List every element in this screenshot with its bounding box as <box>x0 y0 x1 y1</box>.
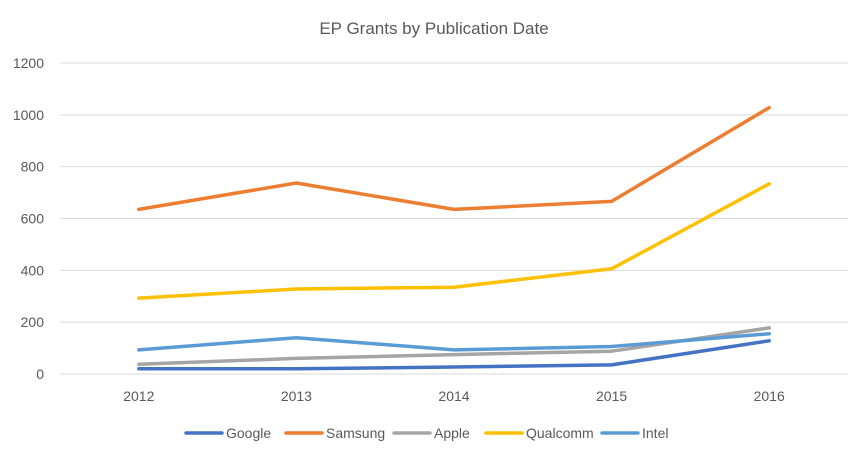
series-line-intel <box>137 332 771 352</box>
x-tick-label: 2012 <box>123 388 154 404</box>
x-axis-tick-labels: 2012 2013 2014 2015 2016 <box>123 388 785 404</box>
series-lines <box>137 105 771 371</box>
legend: Google Samsung Apple Qualcomm Intel <box>184 425 668 441</box>
legend-item-apple: Apple <box>392 425 470 441</box>
x-tick-label: 2016 <box>754 388 785 404</box>
y-tick-label: 400 <box>21 262 45 278</box>
y-tick-label: 0 <box>36 366 44 382</box>
series-line-samsung <box>137 105 771 212</box>
legend-item-qualcomm: Qualcomm <box>484 425 594 441</box>
gridlines <box>60 62 848 375</box>
legend-label: Qualcomm <box>526 425 594 441</box>
legend-label: Apple <box>434 425 470 441</box>
x-tick-label: 2013 <box>281 388 312 404</box>
legend-label: Samsung <box>326 425 385 441</box>
y-tick-label: 1000 <box>13 107 44 123</box>
legend-label: Google <box>226 425 271 441</box>
x-tick-label: 2015 <box>596 388 627 404</box>
legend-item-samsung: Samsung <box>284 425 385 441</box>
series-line-apple <box>137 326 771 366</box>
series-line-google <box>137 339 771 371</box>
y-tick-label: 600 <box>21 211 45 227</box>
y-tick-label: 200 <box>21 314 45 330</box>
series-line-qualcomm <box>137 182 771 300</box>
y-tick-label: 800 <box>21 159 45 175</box>
legend-label: Intel <box>642 425 668 441</box>
legend-item-intel: Intel <box>600 425 668 441</box>
x-tick-label: 2014 <box>438 388 469 404</box>
chart-title: EP Grants by Publication Date <box>319 19 548 38</box>
y-tick-label: 1200 <box>13 55 44 71</box>
y-axis-tick-labels: 0 200 400 600 800 1000 1200 <box>13 55 44 382</box>
legend-item-google: Google <box>184 425 271 441</box>
